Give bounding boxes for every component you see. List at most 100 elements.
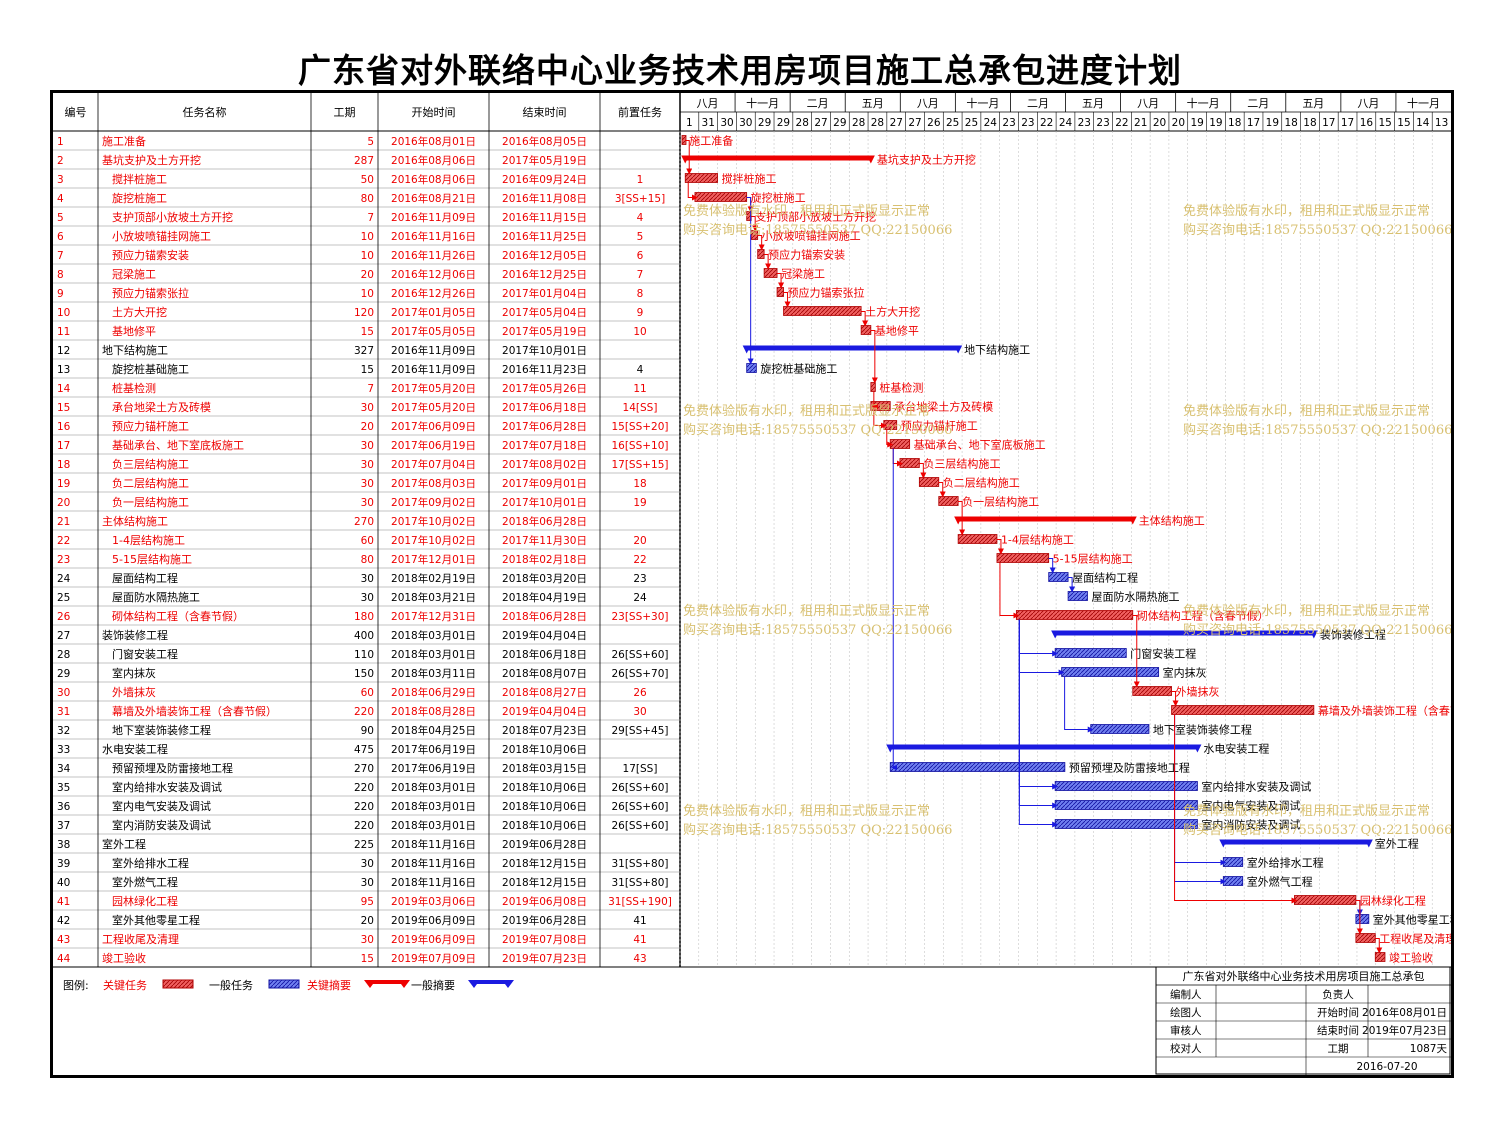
task-end: 2018年12月15日 <box>502 876 587 889</box>
task-bar <box>776 287 784 297</box>
bar-label: 室内抹灰 <box>1163 666 1207 680</box>
task-end: 2016年08月05日 <box>502 135 587 148</box>
bar-label: 预应力锚索张拉 <box>788 286 865 300</box>
task-name: 1-4层结构施工 <box>112 533 185 547</box>
task-end: 2016年11月23日 <box>502 363 587 376</box>
task-predecessor: 30 <box>633 706 646 718</box>
task-id: 31 <box>57 706 70 718</box>
task-predecessor: 1 <box>637 174 644 186</box>
task-bar <box>763 268 778 278</box>
task-duration: 20 <box>361 421 374 433</box>
task-start: 2018年06月29日 <box>391 686 476 699</box>
bar-label: 水电安装工程 <box>1203 742 1269 756</box>
watermark-line1: 免费体验版有水印，租用和正式版显示正常 <box>1183 803 1430 819</box>
bar-label: 幕墙及外墙装饰工程（含春节假） <box>1318 704 1451 718</box>
task-id: 20 <box>57 497 70 509</box>
task-name: 旋挖桩施工 <box>112 191 167 205</box>
task-name: 基地修平 <box>112 324 156 338</box>
task-duration: 220 <box>354 782 374 794</box>
task-start: 2019年06月09日 <box>391 914 476 927</box>
dependency-link <box>1048 558 1056 574</box>
bar-label: 园林绿化工程 <box>1360 894 1426 908</box>
dependency-link <box>685 140 693 175</box>
task-bar <box>694 192 748 202</box>
bar-label: 预应力锚杆施工 <box>901 419 978 433</box>
watermark-line2: 购买咨询电话:18575550537 QQ:22150066 <box>683 822 952 838</box>
task-name: 外墙抹灰 <box>112 685 156 699</box>
legend-swatch-cap <box>364 980 376 988</box>
task-id: 9 <box>57 288 64 300</box>
dependency-link <box>938 482 946 498</box>
task-end: 2018年10月06日 <box>502 781 587 794</box>
task-start: 2018年11月16日 <box>391 857 476 870</box>
bar-label: 负二层结构施工 <box>943 476 1020 490</box>
info-date: 2016-07-20 <box>1356 1061 1417 1073</box>
legend-swatch <box>162 979 194 989</box>
task-name: 基坑支护及土方开挖 <box>102 153 201 167</box>
task-bar <box>1171 705 1315 715</box>
task-end: 2019年07月23日 <box>502 952 587 965</box>
dependency-link <box>919 463 927 479</box>
timescale-sub-label: 13 <box>1435 117 1448 129</box>
bar-label: 室内消防安装及调试 <box>1201 818 1300 832</box>
column-header: 前置任务 <box>618 105 662 119</box>
task-end: 2019年07月08日 <box>502 933 587 946</box>
timescale-sub-label: 29 <box>833 117 846 129</box>
info-label: 结束时间 <box>1317 1024 1359 1037</box>
task-name: 承台地梁土方及砖模 <box>112 400 211 414</box>
task-id: 26 <box>57 611 71 623</box>
task-predecessor: 31[SS+80] <box>611 877 668 889</box>
dependency-link <box>1068 577 1076 593</box>
task-id: 13 <box>57 364 70 376</box>
task-duration: 400 <box>354 630 374 642</box>
bar-label: 工程收尾及清理 <box>1379 932 1451 946</box>
bar-label: 主体结构施工 <box>1139 514 1205 528</box>
task-name: 预应力锚杆施工 <box>112 419 189 433</box>
task-bar <box>746 363 757 373</box>
task-start: 2016年08月06日 <box>391 154 476 167</box>
task-predecessor: 3[SS+15] <box>615 193 665 205</box>
watermark-line1: 免费体验版有水印，租用和正式版显示正常 <box>1183 203 1430 219</box>
task-duration: 7 <box>367 212 374 224</box>
task-duration: 20 <box>361 915 374 927</box>
task-duration: 30 <box>361 858 374 870</box>
task-bar <box>860 325 872 335</box>
task-end: 2017年05月26日 <box>502 382 587 395</box>
task-name: 预应力锚索安装 <box>112 248 189 262</box>
task-start: 2017年06月19日 <box>391 743 476 756</box>
dependency-link <box>1174 714 1298 904</box>
task-id: 2 <box>57 155 64 167</box>
column-header: 结束时间 <box>523 106 567 119</box>
task-name: 支护顶部小放坡土方开挖 <box>112 210 233 224</box>
info-value: 2019年07月23日 <box>1362 1024 1447 1037</box>
task-predecessor: 4 <box>637 364 644 376</box>
summary-end-cap <box>866 155 875 164</box>
timescale-sub-label: 29 <box>758 117 771 129</box>
task-id: 43 <box>57 934 70 946</box>
task-bar <box>899 458 920 468</box>
timescale-sub-label: 24 <box>1059 117 1073 129</box>
task-id: 3 <box>57 174 64 186</box>
dependency-link <box>1375 938 1383 954</box>
watermark-line2: 购买咨询电话:18575550537 QQ:22150066 <box>683 622 952 638</box>
task-end: 2017年10月01日 <box>502 344 587 357</box>
timescale-sub-label: 28 <box>796 117 809 129</box>
info-value: 2016年08月01日 <box>1362 1006 1447 1019</box>
bar-label: 施工准备 <box>689 134 733 148</box>
task-start: 2018年03月01日 <box>391 781 476 794</box>
timescale-sub-label: 17 <box>1247 117 1260 129</box>
task-duration: 15 <box>361 326 374 338</box>
task-duration: 475 <box>354 744 374 756</box>
task-name: 地下结构施工 <box>102 343 168 357</box>
task-name: 屋面结构工程 <box>112 571 178 585</box>
legend-item-label: 一般摘要 <box>411 978 455 992</box>
task-end: 2017年09月01日 <box>502 477 587 490</box>
task-duration: 5 <box>367 136 374 148</box>
bar-label: 屋面防水隔热施工 <box>1091 590 1179 604</box>
info-label: 校对人 <box>1170 1042 1202 1055</box>
task-id: 6 <box>57 231 64 243</box>
task-start: 2019年06月09日 <box>391 933 476 946</box>
bar-label: 室外工程 <box>1375 837 1419 851</box>
legend-item-label: 关键任务 <box>103 978 147 992</box>
task-id: 28 <box>57 649 70 661</box>
